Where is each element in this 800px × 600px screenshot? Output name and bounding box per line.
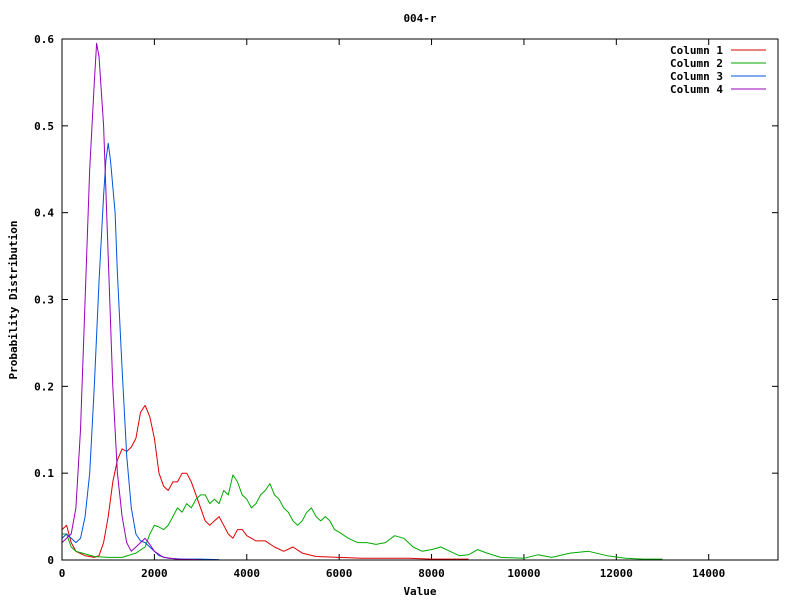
x-tick-label: 14000 [692,567,725,580]
y-tick-label: 0.2 [34,380,54,393]
y-tick-label: 0.4 [34,207,54,220]
legend-label-3: Column 3 [670,70,723,83]
x-tick-label: 0 [59,567,66,580]
y-axis-label: Probability Distribution [7,221,20,380]
legend-label-4: Column 4 [670,83,723,96]
series-line-2 [62,474,663,560]
y-tick-label: 0.3 [34,294,54,307]
x-axis-label: Value [403,585,436,598]
x-tick-label: 4000 [234,567,261,580]
x-tick-label: 10000 [507,567,540,580]
x-tick-label: 6000 [326,567,353,580]
x-tick-label: 2000 [141,567,168,580]
y-tick-label: 0 [47,554,54,567]
axis-ticks: 0 2000 4000 6000 8000 10000 12000 14000 0 0.1 0.2 0… [34,33,778,580]
x-tick-label: 12000 [600,567,633,580]
y-tick-label: 0.5 [34,120,54,133]
chart-title: 004-r [403,12,436,25]
plot-frame [61,38,779,561]
legend-label-2: Column 2 [670,57,723,70]
y-tick-label: 0.6 [34,33,54,46]
legend-label-1: Column 1 [670,44,723,57]
series-layer [61,42,663,561]
series-line-3 [61,142,220,561]
x-tick-label: 8000 [418,567,445,580]
series-line-1 [61,404,469,560]
y-tick-label: 0.1 [34,467,54,480]
series-line-4 [61,42,201,561]
